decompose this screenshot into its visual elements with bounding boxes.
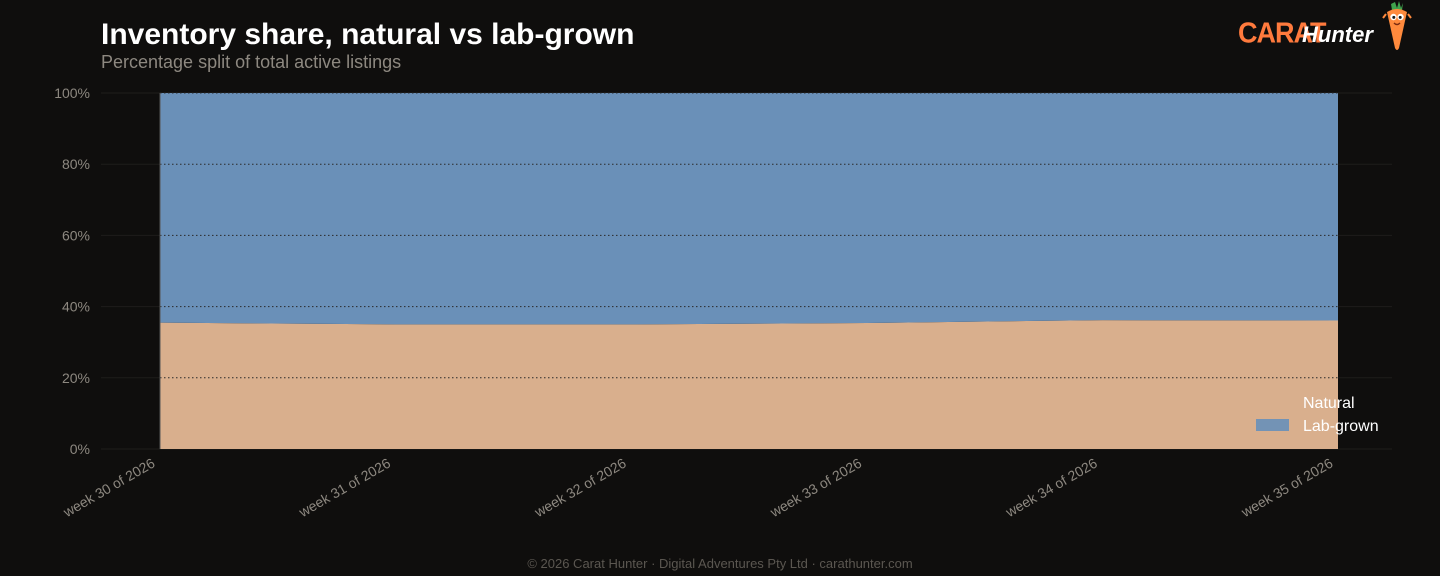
area-natural: [160, 320, 1338, 449]
legend-label: Lab-grown: [1303, 418, 1379, 435]
x-tick-label: week 35 of 2026: [1238, 455, 1336, 521]
chart-subtitle: Percentage split of total active listing…: [101, 52, 402, 72]
y-tick-label: 0%: [70, 441, 90, 457]
legend-swatch-lab-grown: [1256, 419, 1289, 431]
x-tick-label: week 30 of 2026: [60, 455, 158, 521]
x-tick-label: week 34 of 2026: [1002, 455, 1100, 521]
legend-label: Natural: [1303, 395, 1355, 412]
x-tick-label: week 33 of 2026: [766, 455, 864, 521]
carrot-mascot-icon: [1382, 1, 1412, 50]
y-tick-label: 60%: [62, 227, 90, 243]
area-lab-grown: [160, 93, 1338, 325]
inventory-share-chart: 0% 20% 40% 60% 80% 100% week 30 of 2026 week 31…: [54, 85, 1392, 521]
y-tick-label: 80%: [62, 156, 90, 172]
brand-name-carat: CARAT: [1238, 17, 1326, 49]
brand-name-hunter: Hunter: [1302, 22, 1373, 47]
footer-credits: © 2026 Carat Hunter · Digital Adventures…: [527, 556, 913, 571]
y-tick-label: 40%: [62, 299, 90, 315]
legend-swatch-natural: [1256, 396, 1289, 408]
x-tick-label: week 31 of 2026: [295, 455, 393, 521]
chart-title: Inventory share, natural vs lab-grown: [101, 18, 635, 51]
x-tick-label: week 32 of 2026: [531, 455, 629, 521]
y-tick-label: 100%: [54, 85, 90, 101]
y-tick-label: 20%: [62, 370, 90, 386]
brand-logo[interactable]: CARAT Hunter: [1236, 0, 1426, 56]
